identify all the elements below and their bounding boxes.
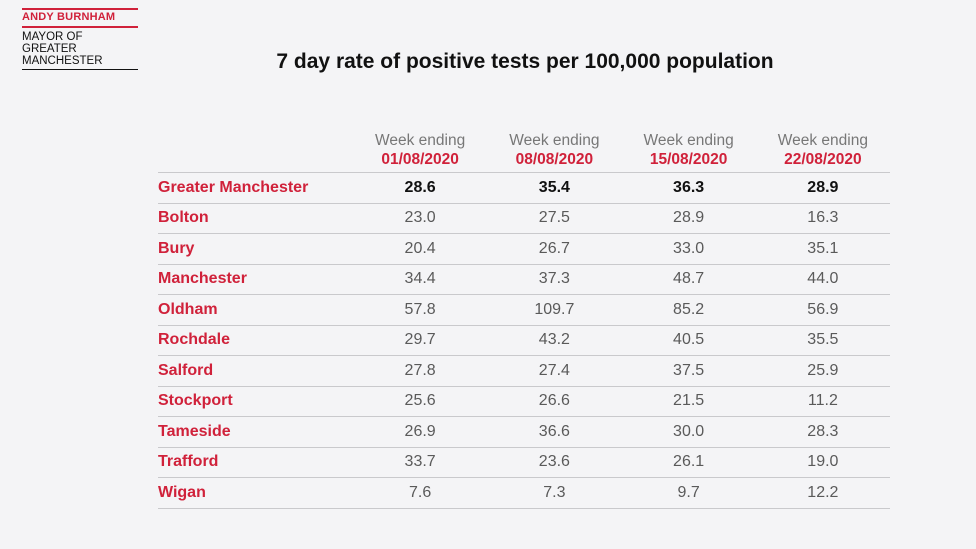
- rate-value: 34.4: [353, 264, 488, 295]
- table-body: Greater Manchester 28.6 35.4 36.3 28.9 Bolton…: [158, 172, 890, 509]
- logo-bottom-rule: [22, 69, 138, 70]
- table-row: Trafford 33.7 23.6 26.1 19.0: [158, 447, 890, 478]
- rate-value: 43.2: [487, 325, 622, 356]
- rate-value: 26.7: [487, 233, 622, 265]
- rate-value: 12.2: [755, 477, 890, 509]
- area-name: Stockport: [158, 386, 353, 417]
- rate-value: 7.3: [487, 477, 622, 509]
- rate-value: 28.3: [755, 416, 890, 448]
- logo-subtitle-line: MAYOR OF: [22, 31, 83, 43]
- week-column-header: Week ending 15/08/2020: [621, 126, 756, 173]
- rate-value: 16.3: [755, 203, 890, 234]
- rate-value: 85.2: [621, 294, 756, 326]
- rate-value: 27.4: [487, 355, 622, 387]
- rate-value: 48.7: [621, 264, 756, 295]
- week-column-header: Week ending 01/08/2020: [353, 126, 488, 173]
- rate-value: 27.5: [487, 203, 622, 234]
- rate-value: 19.0: [755, 447, 890, 478]
- page-title: 7 day rate of positive tests per 100,000…: [276, 50, 774, 73]
- rate-value: 109.7: [487, 294, 622, 326]
- logo-subtitle-line: MANCHESTER: [22, 55, 103, 67]
- rate-value: 37.5: [621, 355, 756, 387]
- rate-value: 28.6: [353, 172, 488, 204]
- rate-value: 7.6: [353, 477, 488, 509]
- week-column-header: Week ending 22/08/2020: [755, 126, 890, 173]
- week-label: Week ending: [375, 132, 466, 149]
- table-row: Bury 20.4 26.7 33.0 35.1: [158, 233, 890, 265]
- table-header-row: Week ending 01/08/2020 Week ending 08/08…: [158, 126, 890, 173]
- table-row: Oldham 57.8 109.7 85.2 56.9: [158, 294, 890, 326]
- rate-value: 33.7: [353, 447, 488, 478]
- table-row: Stockport 25.6 26.6 21.5 11.2: [158, 386, 890, 417]
- rate-value: 37.3: [487, 264, 622, 295]
- rate-value: 44.0: [755, 264, 890, 295]
- area-name: Trafford: [158, 447, 353, 478]
- area-column-header: [158, 126, 353, 173]
- rate-value: 30.0: [621, 416, 756, 448]
- rate-value: 33.0: [621, 233, 756, 265]
- area-name: Wigan: [158, 477, 353, 509]
- area-name: Salford: [158, 355, 353, 387]
- rate-value: 25.9: [755, 355, 890, 387]
- rate-value: 40.5: [621, 325, 756, 356]
- logo-top-rule: [22, 8, 138, 10]
- week-date: 01/08/2020: [381, 151, 459, 168]
- rate-value: 26.9: [353, 416, 488, 448]
- rate-value: 56.9: [755, 294, 890, 326]
- rate-value: 11.2: [755, 386, 890, 417]
- area-name: Bolton: [158, 203, 353, 234]
- logo-subtitle: MAYOR OF GREATER MANCHESTER: [22, 28, 138, 67]
- rate-value: 35.1: [755, 233, 890, 265]
- rate-value: 35.4: [487, 172, 622, 204]
- week-label: Week ending: [509, 132, 600, 149]
- table-row: Wigan 7.6 7.3 9.7 12.2: [158, 477, 890, 509]
- rate-value: 21.5: [621, 386, 756, 417]
- week-date: 15/08/2020: [649, 151, 728, 168]
- table-row-total: Greater Manchester 28.6 35.4 36.3 28.9: [158, 172, 890, 204]
- logo-subtitle-line: GREATER: [22, 43, 77, 55]
- mayor-logo: ANDY BURNHAM MAYOR OF GREATER MANCHESTER: [22, 8, 138, 70]
- rate-value: 23.6: [487, 447, 622, 478]
- rate-value: 28.9: [621, 203, 756, 234]
- rate-value: 26.6: [487, 386, 622, 417]
- rate-value: 27.8: [353, 355, 488, 387]
- rates-table: Week ending 01/08/2020 Week ending 08/08…: [158, 126, 890, 509]
- area-name: Oldham: [158, 294, 353, 326]
- week-column-header: Week ending 08/08/2020: [487, 126, 622, 173]
- rate-value: 20.4: [353, 233, 488, 265]
- week-label: Week ending: [643, 132, 734, 149]
- rate-value: 36.6: [487, 416, 622, 448]
- rate-value: 25.6: [353, 386, 488, 417]
- rate-value: 36.3: [621, 172, 756, 204]
- logo-mid-rule: [22, 26, 138, 28]
- rate-value: 57.8: [353, 294, 488, 326]
- area-name: Bury: [158, 233, 353, 265]
- rate-value: 28.9: [755, 172, 890, 204]
- rate-value: 9.7: [621, 477, 756, 509]
- week-date: 22/08/2020: [784, 151, 862, 168]
- table-row: Salford 27.8 27.4 37.5 25.9: [158, 355, 890, 387]
- area-name: Tameside: [158, 416, 353, 448]
- table-row: Manchester 34.4 37.3 48.7 44.0: [158, 264, 890, 295]
- area-name: Greater Manchester: [158, 172, 353, 204]
- logo-name: ANDY BURNHAM: [22, 11, 116, 23]
- rate-value: 26.1: [621, 447, 756, 478]
- area-name: Rochdale: [158, 325, 353, 356]
- area-name: Manchester: [158, 264, 353, 295]
- week-date: 08/08/2020: [515, 151, 594, 168]
- table-row: Bolton 23.0 27.5 28.9 16.3: [158, 203, 890, 234]
- table-row: Rochdale 29.7 43.2 40.5 35.5: [158, 325, 890, 356]
- rate-value: 35.5: [755, 325, 890, 356]
- rate-value: 23.0: [353, 203, 488, 234]
- table-row: Tameside 26.9 36.6 30.0 28.3: [158, 416, 890, 448]
- week-label: Week ending: [777, 132, 868, 149]
- rate-value: 29.7: [353, 325, 488, 356]
